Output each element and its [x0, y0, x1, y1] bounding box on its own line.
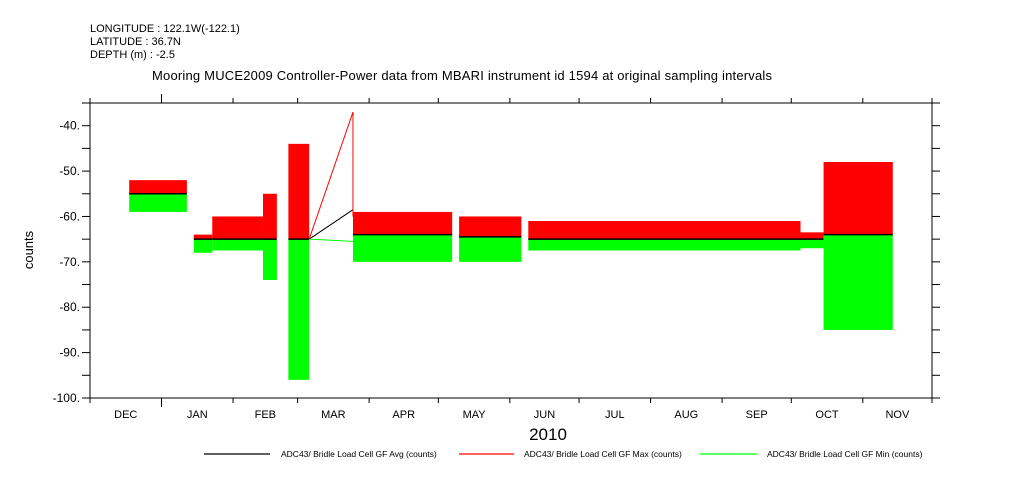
x-tick-label: APR [392, 409, 415, 421]
y-tick-label: -40. [59, 119, 80, 133]
x-tick-label: FEB [255, 409, 276, 421]
y-tick-label: -100. [53, 391, 80, 405]
x-axis-label: 2010 [529, 425, 567, 444]
max-band-3 [263, 193, 277, 240]
max-band-8 [800, 232, 824, 240]
x-tick-label: SEP [746, 409, 768, 421]
max-band-7 [528, 221, 801, 240]
y-tick-label: -90. [59, 346, 80, 360]
latitude-label: LATITUDE : 36.7N [90, 36, 181, 48]
max-band-0 [129, 180, 187, 194]
x-tick-label: MAR [321, 409, 346, 421]
min-band-9 [823, 234, 893, 330]
min-band-2 [212, 239, 264, 251]
longitude-label: LONGITUDE : 122.1W(-122.1) [90, 23, 240, 35]
min-band-7 [528, 239, 801, 251]
max-band-6 [459, 216, 522, 237]
x-tick-label: JUL [605, 409, 625, 421]
y-tick-label: -70. [59, 255, 80, 269]
chart-title: Mooring MUCE2009 Controller-Power data f… [152, 68, 773, 83]
y-tick-label: -60. [59, 209, 80, 223]
x-tick-label: MAY [463, 409, 487, 421]
x-tick-label: NOV [885, 409, 910, 421]
min-band-6 [459, 236, 522, 262]
gap-line-max [308, 111, 354, 240]
min-band-1 [193, 239, 213, 253]
legend-label-max: ADC43/ Bridle Load Cell GF Max (counts) [524, 449, 682, 459]
x-tick-label: AUG [674, 409, 698, 421]
legend-label-avg: ADC43/ Bridle Load Cell GF Avg (counts) [281, 449, 437, 459]
y-axis-label: counts [21, 230, 36, 269]
min-band-0 [129, 193, 187, 212]
min-band-4 [288, 239, 310, 380]
x-tick-label: JAN [187, 409, 208, 421]
gap-line-avg [308, 209, 354, 240]
min-band-8 [800, 239, 824, 249]
max-band-2 [212, 216, 264, 240]
x-tick-label: OCT [815, 409, 839, 421]
max-band-5 [352, 211, 453, 235]
max-band-4 [288, 143, 310, 240]
y-tick-label: -50. [59, 164, 80, 178]
plot-frame [89, 102, 933, 399]
depth-label: DEPTH (m) : -2.5 [90, 49, 175, 61]
x-tick-label: DEC [114, 409, 137, 421]
x-tick-label: JUN [534, 409, 555, 421]
legend-label-min: ADC43/ Bridle Load Cell GF Min (counts) [767, 449, 923, 459]
max-band-1 [193, 234, 213, 240]
min-band-5 [352, 234, 453, 262]
y-tick-label: -80. [59, 300, 80, 314]
gap-line-min [309, 238, 354, 242]
min-band-3 [263, 239, 277, 280]
max-band-9 [823, 162, 893, 235]
